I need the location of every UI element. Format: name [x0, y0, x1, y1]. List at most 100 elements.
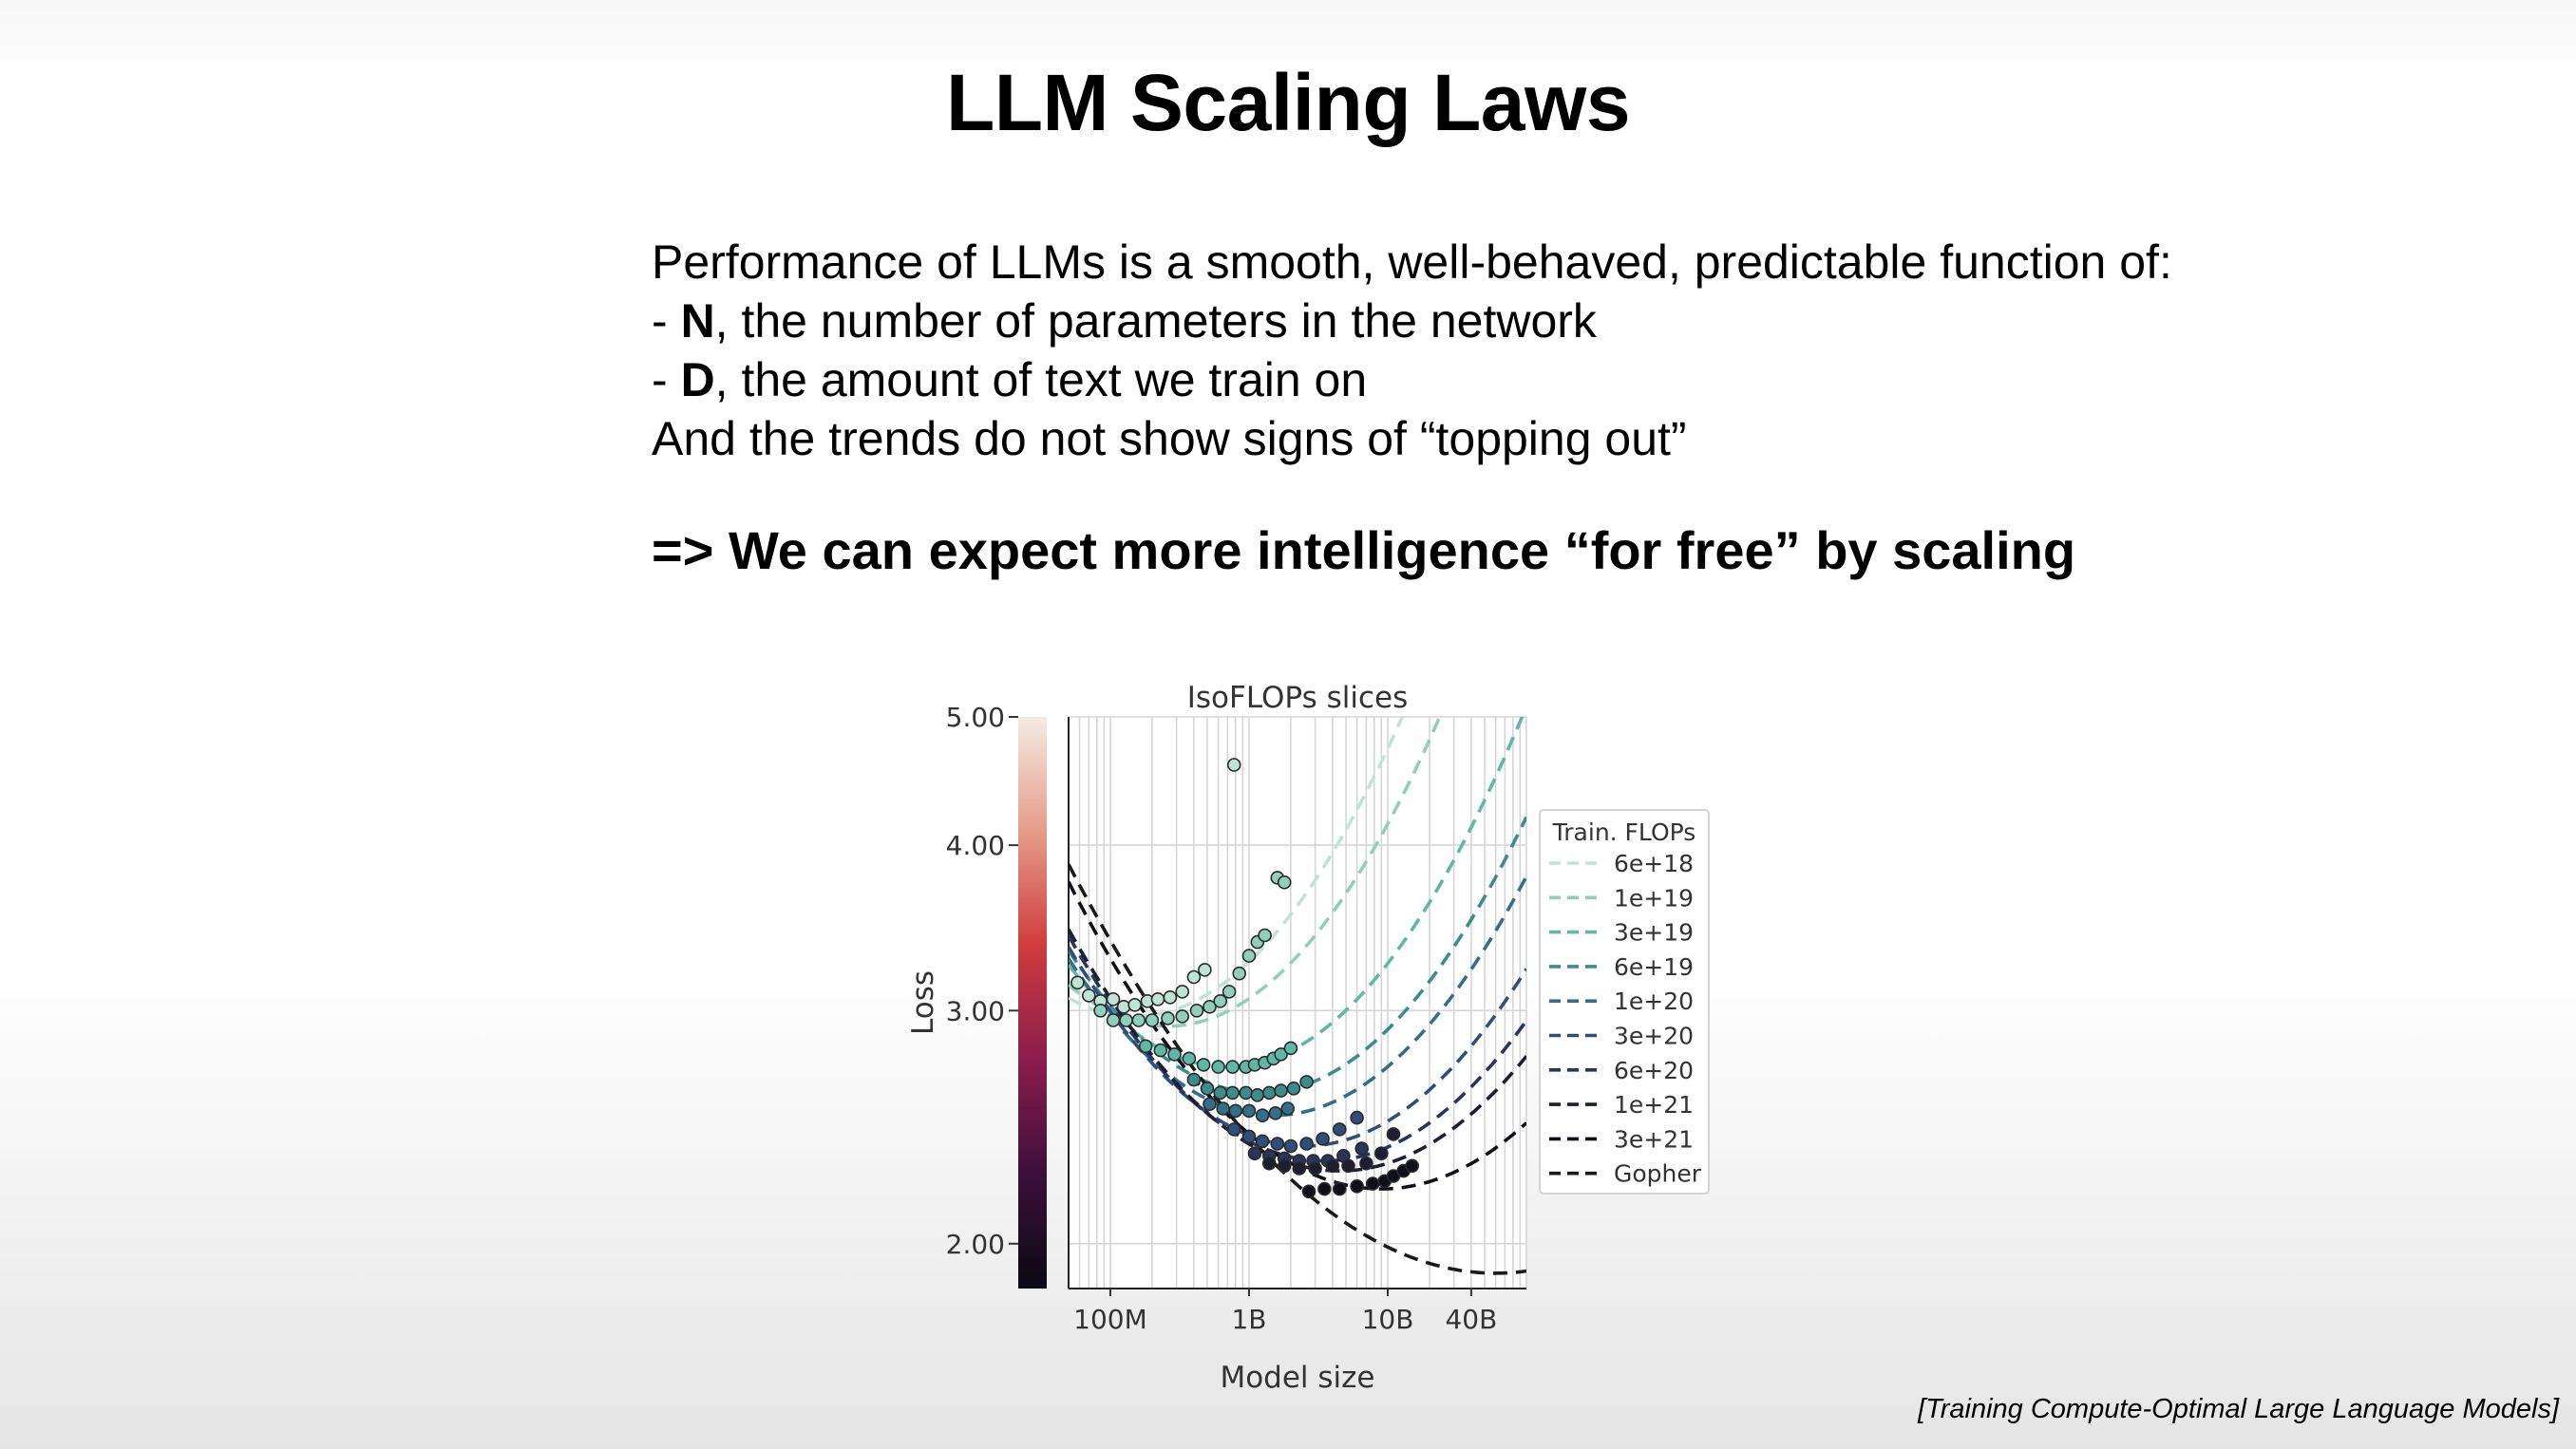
legend-label: 3e+21: [1614, 1125, 1694, 1153]
data-point: [1255, 1108, 1270, 1122]
bullet-text-d: , the amount of text we train on: [714, 353, 1368, 406]
data-point: [1093, 1004, 1108, 1018]
data-point: [1167, 1047, 1182, 1062]
data-point: [1161, 1011, 1175, 1026]
y-tick-label: 4.00: [946, 830, 1005, 861]
data-point: [1226, 758, 1241, 772]
data-point: [1182, 1051, 1197, 1066]
data-point: [1222, 985, 1237, 999]
colorbar: [1018, 717, 1047, 1289]
fit-curve: [1069, 875, 1526, 1118]
data-point: [1213, 994, 1227, 1008]
data-point: [1232, 966, 1246, 981]
bullet-d: - D, the amount of text we train on: [652, 350, 2172, 409]
data-point: [1186, 969, 1202, 985]
data-point: [1175, 985, 1189, 999]
legend-label: 3e+20: [1614, 1023, 1694, 1050]
data-point: [1316, 1132, 1330, 1146]
data-point: [1283, 1041, 1298, 1056]
data-point: [1374, 1146, 1389, 1160]
x-axis-label: Model size: [1220, 1361, 1374, 1395]
data-point: [1247, 1146, 1262, 1160]
data-point: [1365, 1176, 1380, 1191]
data-point: [1292, 1161, 1307, 1176]
data-point: [1163, 990, 1178, 1005]
legend-box: [1539, 809, 1710, 1195]
data-point: [1283, 1138, 1298, 1154]
bullet-term-d: D: [680, 353, 715, 406]
legend-title: Train. FLOPs: [1552, 819, 1696, 846]
data-point: [1299, 1137, 1314, 1151]
chart-title: IsoFLOPs slices: [1187, 681, 1408, 715]
conclusion-text: => We can expect more intelligence “for …: [652, 520, 2076, 580]
data-point: [1106, 992, 1121, 1007]
legend-label: 1e+20: [1614, 988, 1694, 1015]
data-point: [1241, 949, 1257, 963]
x-tick-label: 40B: [1445, 1304, 1497, 1335]
legend-label: 1e+21: [1614, 1091, 1694, 1119]
data-point: [1203, 1097, 1217, 1111]
legend-label: 3e+19: [1614, 919, 1694, 947]
data-point: [1070, 975, 1085, 990]
data-point: [1333, 1181, 1347, 1196]
data-point: [1280, 1101, 1295, 1116]
data-point: [1196, 1058, 1211, 1072]
legend-label: 1e+19: [1614, 884, 1694, 912]
data-point: [1350, 1110, 1364, 1125]
data-point: [1200, 1082, 1215, 1096]
data-point: [1270, 1137, 1285, 1151]
data-point: [1239, 1085, 1253, 1101]
bullet-dash: -: [652, 294, 668, 348]
data-point: [1308, 1161, 1322, 1176]
x-tick-label: 1B: [1231, 1304, 1266, 1335]
x-tick-label: 10B: [1362, 1304, 1414, 1335]
data-point: [1119, 1013, 1133, 1027]
data-point: [1228, 1103, 1243, 1119]
data-point: [1150, 992, 1165, 1007]
data-point: [1317, 1181, 1332, 1196]
fit-curve: [1069, 717, 1525, 1069]
data-point: [1341, 1158, 1355, 1174]
data-point: [1106, 1013, 1121, 1027]
data-point: [1359, 1156, 1373, 1171]
data-point: [1405, 1158, 1419, 1174]
data-point: [1277, 875, 1292, 890]
data-point: [1262, 1085, 1277, 1101]
data-point: [1262, 1156, 1277, 1171]
data-point: [1286, 1082, 1301, 1096]
data-point: [1145, 1013, 1160, 1027]
data-point: [1268, 1106, 1283, 1120]
trend-text: And the trends do not show signs of “top…: [652, 412, 1687, 465]
data-point: [1211, 1060, 1225, 1074]
data-point: [1138, 1039, 1153, 1054]
data-point: [1175, 1009, 1189, 1024]
citation: [Training Compute-Optimal Large Language…: [1918, 1394, 2559, 1424]
legend-label: Gopher: [1614, 1160, 1702, 1188]
data-point: [1186, 1072, 1202, 1087]
y-tick-label: 5.00: [946, 702, 1005, 733]
data-point: [1198, 963, 1212, 977]
slide-body: Performance of LLMs is a smooth, well-be…: [652, 233, 2172, 468]
data-point: [1225, 1085, 1240, 1101]
data-point: [1277, 1158, 1292, 1174]
data-point: [1226, 1122, 1241, 1137]
fit-curve: [1069, 717, 1405, 1019]
x-tick-label: 100M: [1073, 1304, 1147, 1335]
data-point: [1301, 1184, 1316, 1199]
fit-curve: [1069, 717, 1442, 1028]
y-tick-label: 3.00: [946, 995, 1005, 1026]
data-point: [1333, 1122, 1347, 1137]
data-point: [1386, 1127, 1401, 1141]
data-point: [1241, 1129, 1257, 1144]
data-point: [1153, 1043, 1168, 1058]
legend-label: 6e+19: [1614, 953, 1694, 981]
data-point: [1127, 998, 1142, 1012]
data-point: [1299, 1075, 1314, 1089]
data-point: [1258, 928, 1272, 943]
bullet-term-n: N: [680, 294, 715, 348]
data-point: [1350, 1179, 1364, 1194]
data-point: [1082, 988, 1096, 1003]
data-point: [1216, 1101, 1230, 1116]
bullet-text-n: , the number of parameters in the networ…: [714, 294, 1597, 348]
data-point: [1213, 1085, 1227, 1101]
